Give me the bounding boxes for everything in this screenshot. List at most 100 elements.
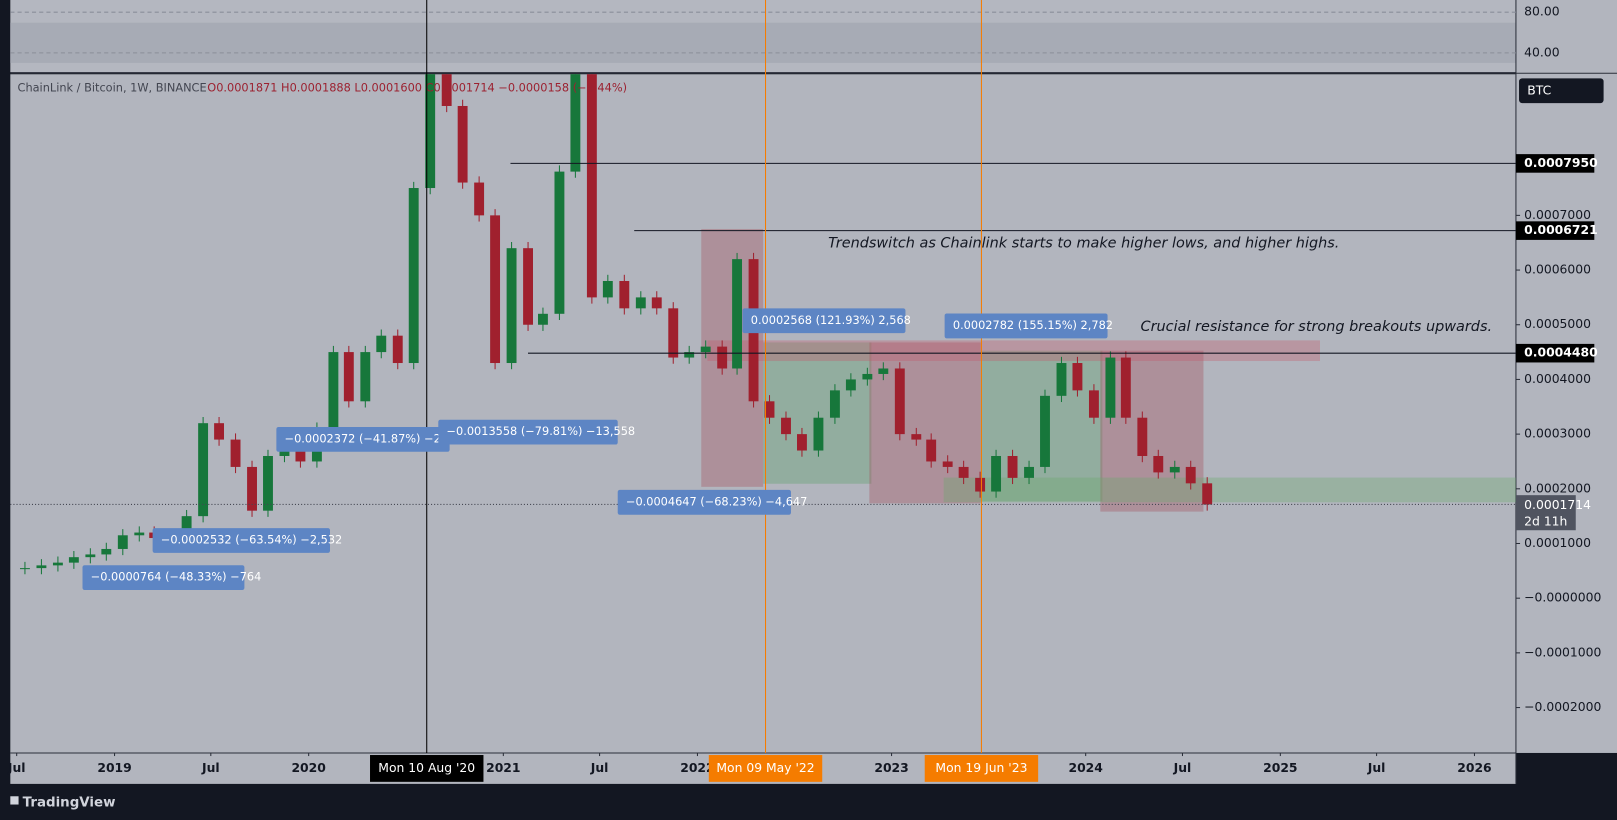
x-tick-label: Jul bbox=[1173, 761, 1192, 775]
candle-body bbox=[700, 346, 711, 353]
candle-body bbox=[68, 557, 79, 563]
rsi-tick-label: 80.00 bbox=[1524, 5, 1560, 19]
candle-body bbox=[117, 535, 128, 549]
candle-body bbox=[1169, 466, 1180, 473]
y-tick-label: 0.0006000 bbox=[1524, 263, 1591, 277]
measure-box bbox=[944, 313, 1108, 339]
countdown: 2d 11h bbox=[1524, 514, 1567, 528]
candle-body bbox=[230, 439, 241, 467]
measure-box bbox=[742, 308, 906, 334]
note: Crucial resistance for strong breakouts … bbox=[1141, 319, 1493, 335]
y-tick-label: −0.0002000 bbox=[1524, 700, 1601, 714]
candle-body bbox=[1040, 395, 1050, 467]
candle-body bbox=[619, 280, 630, 309]
candle-body bbox=[911, 434, 922, 440]
measure-label: −0.0000764 (−48.33%) −764 bbox=[91, 570, 262, 584]
candle-body bbox=[101, 548, 112, 555]
candle-body bbox=[894, 368, 905, 435]
measure-box bbox=[617, 489, 791, 515]
candle-body bbox=[942, 461, 953, 467]
y-tick-label: −0.0001000 bbox=[1524, 645, 1601, 659]
candle-body bbox=[797, 434, 807, 451]
candle-body bbox=[845, 379, 856, 391]
measure-box bbox=[438, 419, 618, 445]
candle-body bbox=[263, 455, 273, 511]
candle-body bbox=[425, 74, 436, 189]
candle-body bbox=[36, 565, 47, 569]
candle-body bbox=[1007, 455, 1018, 478]
candle-body bbox=[684, 352, 695, 358]
candle-body bbox=[328, 352, 339, 429]
x-tick-label: Jul bbox=[590, 761, 609, 775]
x-tick-label: 2021 bbox=[486, 761, 520, 775]
resistance-zone bbox=[707, 340, 1320, 362]
candle-body bbox=[490, 215, 501, 364]
candle-body bbox=[1120, 357, 1131, 418]
candle-body bbox=[19, 568, 30, 570]
price-pane bbox=[10, 74, 1516, 753]
candle-body bbox=[52, 562, 63, 566]
y-tick-label: 0.0004000 bbox=[1524, 372, 1591, 386]
candle-body bbox=[392, 335, 403, 364]
x-tick-label: Jul bbox=[1367, 761, 1386, 775]
candle-body bbox=[717, 346, 728, 369]
level-label: 0.0004480 bbox=[1524, 346, 1598, 360]
measure-label: −0.0013558 (−79.81%) −13,558 bbox=[447, 424, 636, 438]
measure-box bbox=[152, 528, 330, 553]
x-tick-label: 2024 bbox=[1068, 761, 1103, 775]
candle-body bbox=[926, 439, 937, 462]
x-tick-label: Jul bbox=[7, 761, 26, 775]
candle-body bbox=[813, 417, 824, 451]
rsi-tick-label: 40.00 bbox=[1524, 45, 1560, 59]
note: Trendswitch as Chainlink starts to make … bbox=[828, 235, 1339, 251]
candle-body bbox=[651, 297, 662, 309]
candle-body bbox=[586, 74, 597, 298]
candle-body bbox=[878, 368, 889, 374]
y-tick-label: 0.0001000 bbox=[1524, 536, 1591, 550]
level-label-box bbox=[1515, 154, 1595, 173]
candle-body bbox=[523, 248, 533, 325]
zone bbox=[763, 342, 872, 484]
candle-body bbox=[474, 182, 485, 216]
marker-box bbox=[708, 755, 823, 782]
candle-body bbox=[343, 352, 354, 402]
marker-label: Mon 10 Aug '20 bbox=[378, 761, 475, 775]
candle-body bbox=[376, 335, 387, 353]
support-zone bbox=[943, 477, 1516, 503]
measure-label: 0.0002568 (121.93%) 2,568 bbox=[751, 313, 911, 327]
candle-body bbox=[975, 477, 986, 492]
candle-body bbox=[457, 105, 468, 183]
marker-box bbox=[924, 755, 1039, 782]
candle-body bbox=[360, 352, 371, 402]
y-tick-label: 0.0003000 bbox=[1524, 427, 1591, 441]
candle-body bbox=[781, 417, 791, 435]
candle-body bbox=[214, 423, 225, 440]
x-tick-label: 2019 bbox=[97, 761, 131, 775]
candle-body bbox=[1137, 417, 1148, 456]
level-label: 0.0006721 bbox=[1524, 223, 1597, 237]
y-tick-label: 0.0002000 bbox=[1524, 481, 1591, 495]
candle-body bbox=[1202, 483, 1213, 505]
x-tick-label: Jul bbox=[201, 761, 220, 775]
candle-body bbox=[829, 390, 840, 418]
candle-body bbox=[506, 248, 517, 364]
candle-body bbox=[764, 401, 775, 418]
marker-label: Mon 19 Jun '23 bbox=[935, 761, 1027, 775]
marker-label: Mon 09 May '22 bbox=[716, 761, 814, 775]
y-tick-label: 0.0005000 bbox=[1524, 317, 1591, 331]
measure-label: −0.0002532 (−63.54%) −2,532 bbox=[161, 532, 342, 546]
measure-box bbox=[82, 565, 245, 590]
candle-body bbox=[408, 188, 419, 364]
price-axis bbox=[1515, 0, 1617, 753]
candle-body bbox=[1153, 455, 1164, 473]
y-tick-label: 0.0007000 bbox=[1524, 208, 1591, 222]
candle-body bbox=[570, 74, 581, 172]
brand: TradingView bbox=[23, 795, 116, 810]
marker-box bbox=[370, 755, 484, 782]
last-price-label: 0.0001714 bbox=[1524, 498, 1591, 512]
x-tick-label: 2025 bbox=[1263, 761, 1297, 775]
candle-body bbox=[537, 313, 548, 325]
y-tick-label: −0.0000000 bbox=[1524, 591, 1601, 605]
candle-body bbox=[732, 259, 743, 369]
candle-body bbox=[635, 297, 646, 309]
